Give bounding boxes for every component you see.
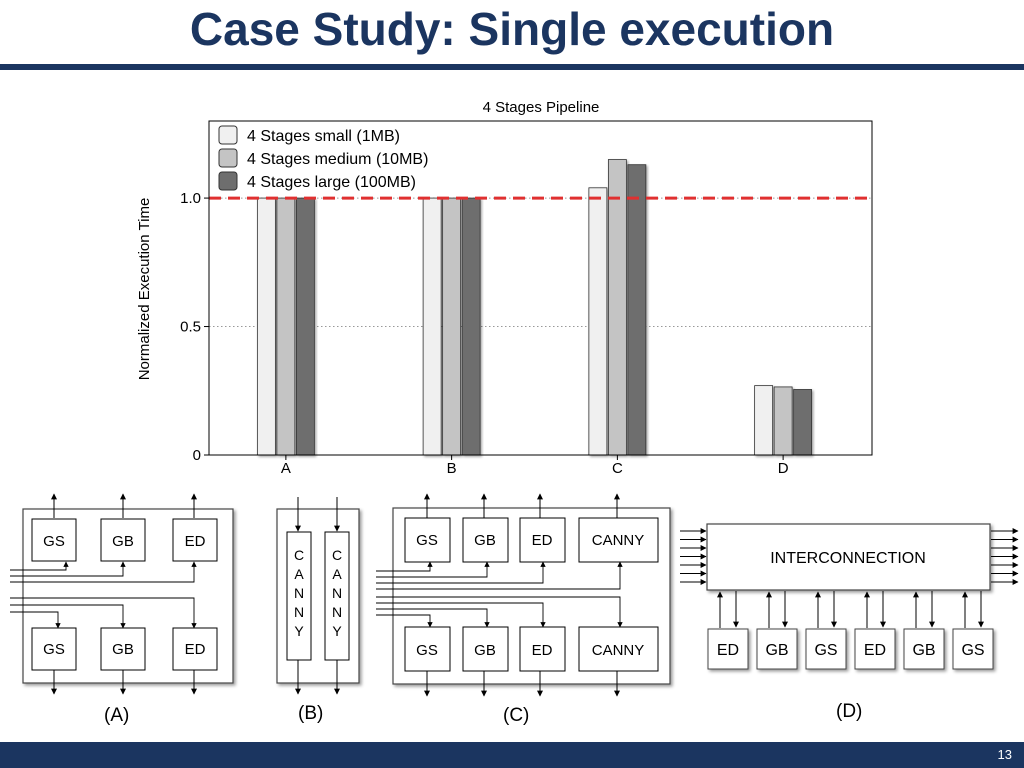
connector: [376, 608, 490, 628]
block-canny: CANNY: [578, 626, 659, 672]
footer-bar: 13: [0, 742, 1024, 768]
svg-text:GS: GS: [416, 642, 438, 659]
interconnect-blocks: ED GB GS ED GB GS: [707, 628, 994, 670]
block-gb: GB: [100, 627, 146, 671]
block-gs: GS: [404, 626, 451, 672]
connector: [10, 561, 126, 577]
svg-text:GB: GB: [112, 533, 134, 550]
diagram-a: GS GB ED GS GB ED: [10, 493, 234, 695]
x-ticks: A B C D: [281, 455, 789, 477]
connector: [376, 561, 490, 578]
page-number: 13: [997, 747, 1012, 762]
interconnection-label: INTERCONNECTION: [770, 550, 926, 567]
svg-text:GS: GS: [43, 641, 65, 658]
legend-label: 4 Stages large (100MB): [247, 174, 416, 191]
connector: [376, 614, 433, 628]
svg-text:ED: ED: [532, 642, 553, 659]
legend-label: 4 Stages medium (10MB): [247, 151, 428, 168]
svg-text:CANNY: CANNY: [592, 532, 645, 549]
connector: [376, 596, 623, 628]
legend-background: [213, 122, 475, 196]
connector: [10, 611, 61, 629]
interconnect-arrows: [680, 528, 1019, 628]
block-gs: GS: [952, 628, 994, 670]
legend-swatch: [218, 125, 238, 145]
block-ed: ED: [172, 518, 218, 562]
block-gs: GS: [805, 628, 847, 670]
block-ed: ED: [707, 628, 749, 670]
bars: [256, 159, 813, 456]
diagram-b-label: (B): [298, 703, 324, 724]
svg-text:ED: ED: [185, 533, 206, 550]
svg-text:ED: ED: [864, 642, 886, 659]
plot-frame: [208, 120, 873, 456]
slide-title: Case Study: Single execution: [189, 3, 835, 55]
legend-label: 4 Stages small (1MB): [247, 128, 400, 145]
x-tick-label: C: [612, 460, 623, 477]
y-tick-label: 0.5: [180, 319, 201, 336]
title-underline: [0, 64, 1024, 70]
connector: [10, 597, 197, 629]
y-tick-label: 0: [193, 447, 201, 464]
svg-text:GS: GS: [961, 642, 984, 659]
block-gb: GB: [756, 628, 798, 670]
block-gb: GB: [462, 626, 509, 672]
svg-text:GS: GS: [43, 533, 65, 550]
block-gb: GB: [903, 628, 945, 670]
y-axis-label: Normalized Execution Time: [136, 198, 153, 381]
diagram-d-label: (D): [836, 701, 863, 722]
connector: [10, 561, 69, 571]
interconnection-block: [706, 523, 991, 591]
svg-text:CANNY: CANNY: [592, 642, 645, 659]
connector: [10, 561, 197, 583]
block-ed: ED: [172, 627, 218, 671]
chart-title: 4 Stages Pipeline: [483, 99, 600, 116]
svg-text:GB: GB: [474, 532, 496, 549]
block-canny: CANNY: [578, 517, 659, 563]
connector: [376, 561, 623, 590]
x-tick-label: A: [281, 460, 291, 477]
svg-text:GB: GB: [112, 641, 134, 658]
svg-text:ED: ED: [185, 641, 206, 658]
svg-text:GS: GS: [416, 532, 438, 549]
svg-text:GB: GB: [765, 642, 788, 659]
diagram-c-label: (C): [503, 705, 530, 726]
y-tick-label: 1.0: [180, 190, 201, 207]
x-tick-label: B: [447, 460, 457, 477]
connector: [376, 602, 546, 628]
bar-chart: 4 Stages Pipeline Normalized Execution T…: [136, 99, 873, 477]
connector: [376, 561, 433, 572]
svg-text:GB: GB: [912, 642, 935, 659]
block-ed: ED: [519, 626, 566, 672]
svg-text:GB: GB: [474, 642, 496, 659]
svg-text:ED: ED: [717, 642, 739, 659]
block-gb: GB: [462, 517, 509, 563]
connector: [10, 604, 126, 629]
block-ed: ED: [519, 517, 566, 563]
block-gs: GS: [404, 517, 451, 563]
legend-swatch: [218, 148, 238, 168]
y-ticks: 0 0.5 1.0: [180, 190, 209, 464]
block-gs: GS: [31, 518, 77, 562]
legend-swatch: [218, 171, 238, 191]
connector: [376, 561, 546, 584]
svg-text:GS: GS: [814, 642, 837, 659]
diagram-d: INTERCONNECTION ED GB GS ED GB GS: [680, 523, 1019, 670]
x-tick-label: D: [778, 460, 789, 477]
diagram-c: GS GB ED CANNY GS GB ED CANNY: [376, 493, 671, 697]
svg-text:ED: ED: [532, 532, 553, 549]
block-gs: GS: [31, 627, 77, 671]
block-ed: ED: [854, 628, 896, 670]
block-gb: GB: [100, 518, 146, 562]
diagram-a-label: (A): [104, 705, 130, 726]
legend: 4 Stages small (1MB) 4 Stages medium (10M…: [213, 122, 475, 196]
